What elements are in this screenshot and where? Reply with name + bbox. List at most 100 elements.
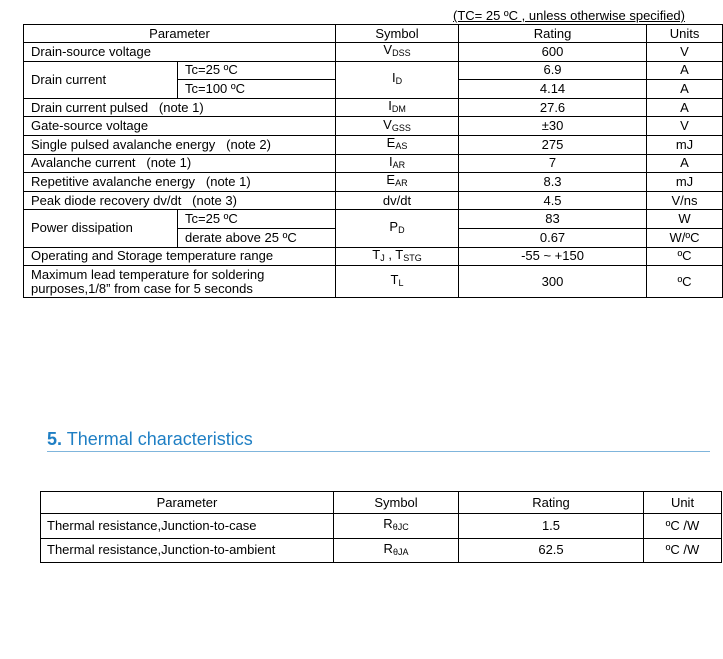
parameter-cell: Power dissipation: [23, 209, 178, 248]
data-row: Drain current pulsed (note 1) IDM 27.6 A: [22, 97, 723, 118]
condition-note: (TC= 25 ºC , unless otherwise specified): [453, 8, 685, 23]
symbol-subscript: STG: [403, 252, 422, 263]
rating-cell: ±30: [458, 116, 648, 136]
symbol-subscript: θJC: [392, 522, 409, 533]
unit-cell: V: [646, 116, 723, 136]
data-row: Repetitive avalanche energy (note 1) EAR 8…: [22, 172, 723, 192]
data-row: Power dissipation Tc=25 ºC PD 83 W: [23, 209, 723, 248]
header-row: Parameter Symbol Rating Unit: [40, 491, 722, 514]
rating-cell: 300: [458, 265, 648, 299]
data-row: Tc=100 ºC 4.14 A: [24, 79, 723, 99]
rating-cell: 8.3: [458, 172, 648, 192]
symbol-subscript: DM: [391, 104, 406, 115]
symbol-text: I: [391, 70, 396, 86]
rating-cell: 4.5: [458, 190, 648, 211]
symbol-cell: dv/dt: [335, 190, 460, 211]
symbol-cell: IDM: [335, 97, 460, 118]
unit-cell: ºC: [646, 246, 723, 267]
unit-cell: A: [646, 60, 723, 81]
symbol-text: T: [390, 272, 399, 288]
symbol-subscript: AS: [395, 141, 408, 152]
unit-cell: mJ: [646, 172, 723, 192]
symbol-subscript: DSS: [392, 48, 411, 59]
absolute-ratings-table: Parameter Symbol Rating Units Drain-source v…: [22, 24, 723, 299]
data-row: Operating and Storage temperature range T…: [22, 246, 723, 267]
symbol-cell: RθJC: [333, 513, 459, 539]
unit-cell: A: [646, 79, 723, 99]
symbol-text: E: [386, 135, 396, 151]
symbol-cell: EAR: [335, 172, 460, 192]
condition-cell: Tc=25 ºC: [176, 60, 337, 81]
unit-cell: A: [646, 153, 723, 174]
symbol-subscript: D: [398, 224, 405, 235]
section-heading: 5. Thermal characteristics: [47, 429, 253, 450]
parameter-cell: Single pulsed avalanche energy (note 2): [22, 134, 337, 155]
symbol-text: I: [388, 98, 392, 114]
symbol-subscript: J: [380, 252, 385, 263]
symbol-subscript: θJA: [392, 546, 409, 557]
parameter-line: purposes,1/8” from case for 5 seconds: [31, 280, 253, 296]
symbol-cell: RθJA: [333, 537, 459, 563]
symbol-text: dv/dt: [382, 192, 412, 208]
symbol-subscript: L: [398, 278, 404, 289]
symbol-text: R: [383, 540, 393, 556]
unit-cell: ºC: [646, 265, 723, 299]
parameter-cell: Maximum lead temperature for soldering pu…: [22, 265, 337, 299]
data-row: Drain-source voltage VDSS 600 V: [22, 42, 723, 62]
unit-cell: ºC /W: [643, 537, 722, 563]
header-cell: Symbol: [335, 24, 460, 43]
parameter-line: Maximum lead temperature for soldering: [31, 266, 265, 282]
data-row: Peak diode recovery dv/dt (note 3) dv/dt 4…: [22, 190, 723, 211]
symbol-text: T: [372, 247, 381, 262]
symbol-subscript: AR: [395, 178, 408, 189]
rating-cell: 1.5: [458, 513, 644, 539]
parameter-cell: Thermal resistance,Junction-to-ambient: [40, 537, 334, 563]
header-cell: Rating: [458, 491, 644, 514]
symbol-text: P: [389, 218, 399, 234]
rating-cell: 6.9: [458, 60, 648, 81]
rating-cell: -55 ~ +150: [458, 246, 648, 267]
rating-cell: 83: [458, 209, 648, 229]
thermal-table: Parameter Symbol Rating Unit Thermal resista…: [40, 491, 722, 563]
data-row: Maximum lead temperature for soldering pu…: [22, 265, 723, 299]
data-row: Thermal resistance,Junction-to-ambient Rθ…: [40, 537, 722, 563]
symbol-cell: VDSS: [335, 42, 460, 62]
section-rule: [47, 451, 710, 452]
symbol-subscript: GSS: [391, 122, 411, 133]
header-cell: Rating: [458, 24, 648, 43]
data-row: Thermal resistance,Junction-to-case RθJC 1…: [40, 513, 722, 539]
symbol-text: R: [383, 516, 393, 532]
parameter-cell: Gate-source voltage: [22, 116, 337, 136]
condition-cell: derate above 25 ºC: [176, 227, 337, 248]
rating-cell: 275: [458, 134, 648, 155]
symbol-text: , T: [384, 247, 404, 262]
header-cell: Parameter: [22, 24, 337, 43]
rating-cell: 600: [458, 42, 648, 62]
header-cell: Parameter: [40, 491, 334, 514]
symbol-cell: VGSS: [335, 116, 460, 136]
symbol-subscript: D: [395, 76, 403, 87]
rating-cell: 7: [458, 153, 648, 174]
unit-cell: mJ: [646, 134, 723, 155]
parameter-cell: Thermal resistance,Junction-to-case: [40, 513, 334, 539]
data-row: Avalanche current (note 1) IAR 7 A: [22, 153, 723, 174]
rating-cell: 4.14: [458, 79, 648, 99]
data-row: Gate-source voltage VGSS ±30 V: [22, 116, 723, 136]
unit-cell: A: [646, 97, 723, 118]
symbol-cell: TJ , TSTG: [335, 246, 460, 267]
parameter-cell: Drain current: [23, 60, 178, 99]
symbol-text: I: [388, 154, 393, 169]
parameter-cell: Avalanche current (note 1): [22, 153, 337, 174]
header-row: Parameter Symbol Rating Units: [22, 24, 723, 43]
parameter-cell: Drain-source voltage: [22, 42, 337, 62]
section-number: 5.: [47, 429, 63, 449]
symbol-cell: EAS: [335, 134, 460, 155]
header-cell: Symbol: [333, 491, 459, 514]
symbol-cell: TL: [335, 265, 460, 299]
parameter-cell: Repetitive avalanche energy (note 1): [22, 172, 337, 192]
symbol-cell: ID: [335, 60, 460, 99]
data-row: Single pulsed avalanche energy (note 2) E…: [22, 134, 723, 155]
symbol-cell: IAR: [335, 153, 460, 174]
symbol-text: V: [383, 42, 393, 58]
data-row: Drain current Tc=25 ºC ID 6.9 A: [23, 60, 723, 99]
